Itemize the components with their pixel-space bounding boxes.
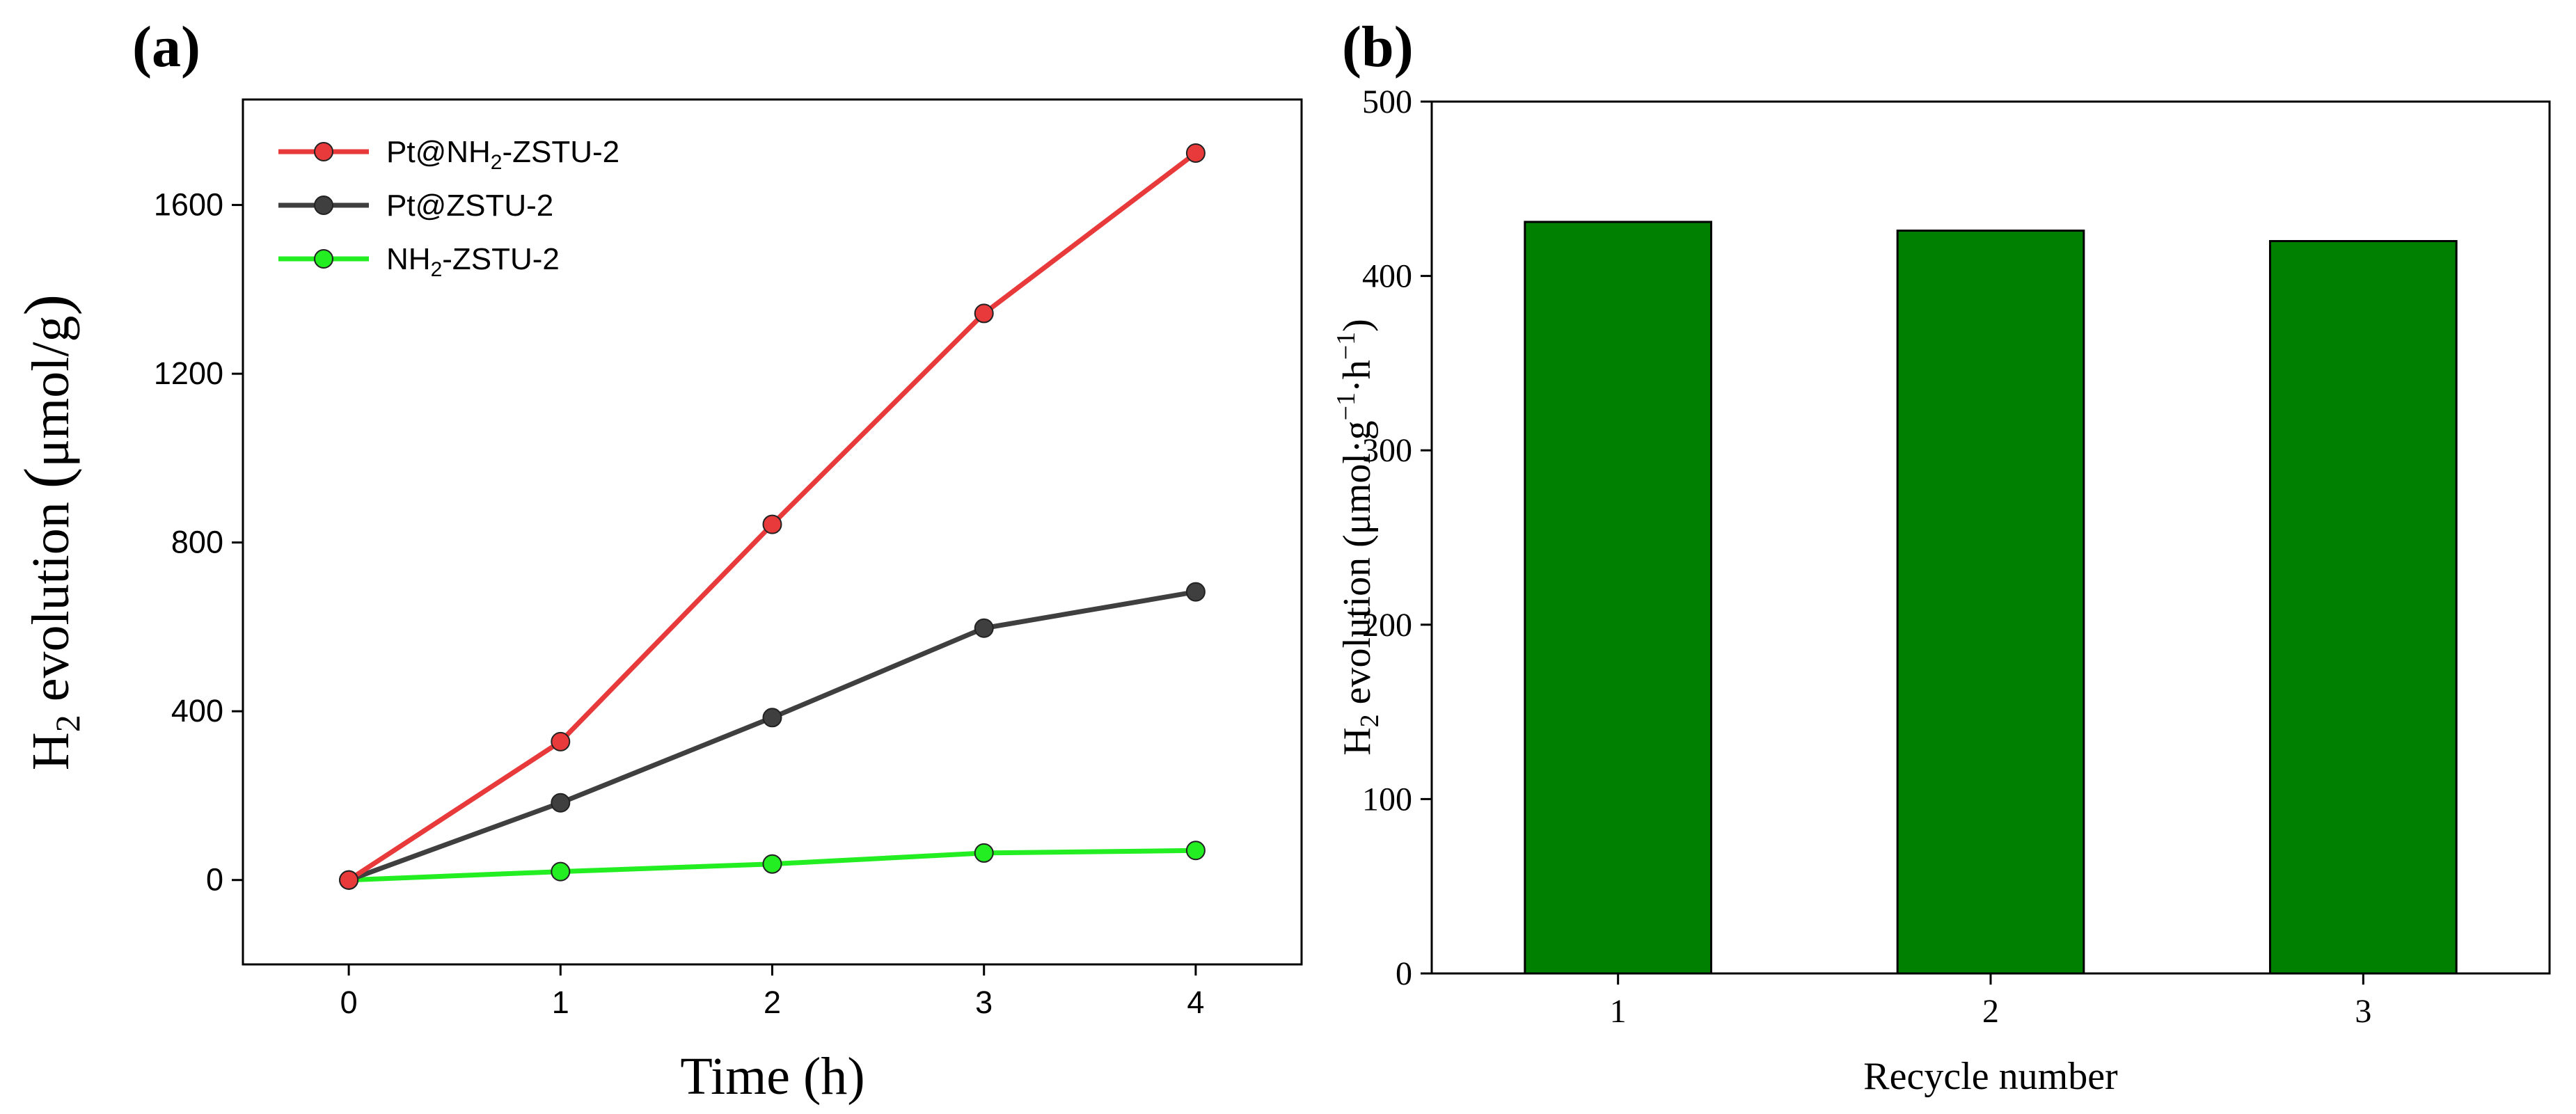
panel-a-x-tick-label: 2 — [764, 985, 781, 1020]
panel-b-y-tick-label: 0 — [1396, 955, 1412, 992]
panel-a-y-tick-label: 1200 — [154, 356, 223, 391]
data-point-Pt@NH2-ZSTU-2 — [551, 731, 571, 751]
legend-marker — [314, 142, 333, 161]
panel-b-y-axis: 0 100 200 300 400 500 — [1362, 83, 1432, 992]
legend-label: Pt@NH2-ZSTU-2 — [386, 135, 619, 174]
panel-a-y-axis: 0 400 800 1200 1600 — [154, 187, 243, 898]
panel-b-y-tick-label: 100 — [1362, 781, 1412, 818]
panel-a-y-axis-label: H2 evolution (μmol/g) — [11, 294, 87, 770]
panel-b-x-axis: 1 2 3 — [1610, 973, 2371, 1030]
data-point-Pt@NH2-ZSTU-2 — [1185, 143, 1206, 164]
panel-a-label: (a) — [132, 15, 200, 79]
panel-b-y-tick-label: 200 — [1362, 607, 1412, 644]
legend-label: Pt@ZSTU-2 — [386, 189, 553, 223]
data-point-Pt@ZSTU-2 — [551, 793, 571, 813]
panel-a-series — [339, 143, 1206, 890]
panel-a-y-tick-label: 1600 — [154, 187, 223, 223]
panel-a-x-tick-label: 0 — [340, 985, 358, 1020]
panel-a-x-tick-label: 3 — [975, 985, 993, 1020]
panel-b-bars — [1524, 221, 2458, 975]
panel-a-legend: Pt@NH2-ZSTU-2 Pt@ZSTU-2 NH2-ZSTU-2 — [278, 135, 619, 281]
panel-a-x-axis-label: Time (h) — [680, 1047, 864, 1106]
panel-b-y-tick-label: 500 — [1362, 83, 1412, 120]
panel-b-x-tick-label: 1 — [1610, 993, 1627, 1030]
panel-b-x-tick-label: 3 — [2355, 993, 2371, 1030]
bar-recycle-1 — [1524, 221, 1712, 975]
data-point-NH2-ZSTU-2 — [551, 861, 571, 882]
data-point-Pt@NH2-ZSTU-2 — [974, 303, 994, 324]
panel-a-y-tick-label: 400 — [171, 693, 223, 729]
bar-recycle-3 — [2269, 239, 2458, 975]
panel-b-x-axis-label: Recycle number — [1863, 1055, 2118, 1098]
panel-a-y-tick-label: 0 — [206, 862, 223, 898]
panel-b-y-axis-label: H2 evolution (μmol·g−1·h−1) — [1332, 319, 1384, 756]
panel-a-x-tick-label: 1 — [552, 985, 569, 1020]
data-point-Pt@ZSTU-2 — [974, 618, 994, 638]
legend-label: NH2-ZSTU-2 — [386, 242, 560, 281]
panel-b-y-tick-label: 400 — [1362, 258, 1412, 295]
svg-text:H2 evolution (μmol/g): H2 evolution (μmol/g) — [11, 294, 87, 770]
data-point-NH2-ZSTU-2 — [974, 843, 994, 863]
panel-a-y-tick-label: 800 — [171, 525, 223, 560]
panel-b-y-tick-label: 300 — [1362, 432, 1412, 469]
data-point-Pt@ZSTU-2 — [1185, 582, 1206, 602]
panel-a-x-axis: 0 1 2 3 4 — [340, 964, 1204, 1020]
panel-b-x-tick-label: 2 — [1982, 993, 1999, 1030]
bar-recycle-2 — [1896, 229, 2085, 975]
data-point-NH2-ZSTU-2 — [762, 854, 782, 874]
data-point-Pt@ZSTU-2 — [762, 708, 782, 728]
data-point-NH2-ZSTU-2 — [1185, 841, 1206, 861]
data-point-Pt@NH2-ZSTU-2 — [762, 514, 782, 534]
legend-marker — [314, 249, 333, 269]
legend-marker — [314, 196, 333, 215]
data-point-Pt@NH2-ZSTU-2 — [339, 870, 359, 890]
svg-text:H2 evolution (μmol·g−1·h−1): H2 evolution (μmol·g−1·h−1) — [1332, 319, 1384, 756]
panel-b-label: (b) — [1342, 15, 1414, 79]
panel-a-x-tick-label: 4 — [1187, 985, 1204, 1020]
series-line-Pt@ZSTU-2 — [347, 589, 1196, 883]
